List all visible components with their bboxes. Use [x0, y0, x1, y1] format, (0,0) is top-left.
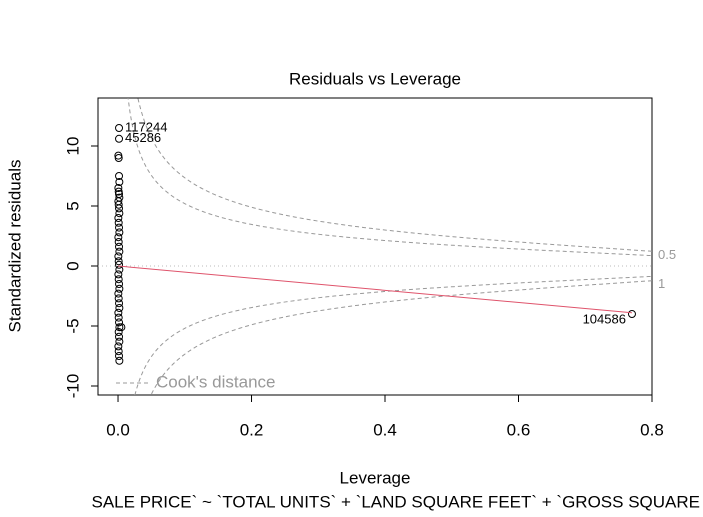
point	[114, 214, 123, 222]
cooks-contour	[137, 98, 652, 252]
plot-area	[98, 98, 652, 395]
x-tick-label: 0.6	[507, 420, 531, 439]
y-tick-label: 10	[63, 137, 82, 156]
y-tick-label: 0	[63, 261, 82, 270]
point	[115, 352, 124, 360]
cooks-contour	[134, 275, 652, 395]
point	[114, 257, 123, 266]
point	[115, 299, 124, 308]
model-formula: SALE PRICE` ~ `TOTAL UNITS` + `LAND SQUA…	[92, 492, 701, 511]
point	[114, 328, 123, 336]
point	[114, 218, 123, 227]
point	[115, 323, 124, 332]
x-axis-label: Leverage	[340, 468, 411, 487]
point	[114, 154, 123, 162]
point	[115, 318, 124, 327]
point	[115, 178, 124, 186]
point	[117, 323, 126, 332]
point	[114, 289, 123, 298]
point	[115, 247, 124, 256]
point	[115, 223, 124, 232]
point	[115, 337, 124, 346]
point	[114, 275, 123, 284]
point	[115, 209, 124, 218]
point-label: 45286	[125, 130, 161, 145]
point	[115, 265, 124, 274]
labeled-point	[115, 134, 124, 143]
point	[114, 184, 123, 192]
y-tick-label: -10	[63, 374, 82, 399]
labeled-point	[627, 310, 636, 318]
chart-title: Residuals vs Leverage	[289, 69, 461, 88]
point	[114, 342, 123, 351]
point	[114, 313, 123, 322]
point	[114, 233, 123, 242]
smoother-line	[117, 265, 633, 314]
x-tick-label: 0.8	[640, 420, 664, 439]
cooks-level-label: 0.5	[658, 247, 676, 262]
point	[114, 347, 123, 356]
labeled-point	[115, 124, 124, 132]
point	[115, 172, 124, 180]
y-tick-label: -5	[63, 318, 82, 333]
legend-label: Cook's distance	[156, 372, 275, 391]
point	[114, 270, 123, 279]
point	[115, 356, 124, 365]
point	[115, 204, 124, 213]
point	[114, 252, 123, 261]
point	[115, 242, 124, 251]
point	[114, 238, 123, 246]
point	[114, 308, 123, 317]
cooks-contour	[150, 280, 652, 395]
y-tick-label: 5	[63, 201, 82, 210]
point-label: 104586	[583, 311, 626, 326]
cooks-contour	[127, 98, 652, 257]
point	[114, 200, 123, 209]
point-label: 117244	[125, 119, 167, 134]
point	[115, 284, 124, 293]
y-axis-label: Standardized residuals	[5, 160, 24, 333]
point	[115, 304, 124, 312]
point	[114, 294, 123, 303]
x-tick-label: 0.0	[106, 420, 130, 439]
x-tick-label: 0.4	[373, 420, 397, 439]
point	[115, 260, 124, 269]
plot-frame	[97, 97, 653, 396]
point	[115, 280, 124, 288]
point	[115, 332, 124, 341]
x-tick-label: 0.2	[240, 420, 264, 439]
cooks-level-label: 1	[658, 276, 665, 291]
point	[115, 228, 124, 237]
